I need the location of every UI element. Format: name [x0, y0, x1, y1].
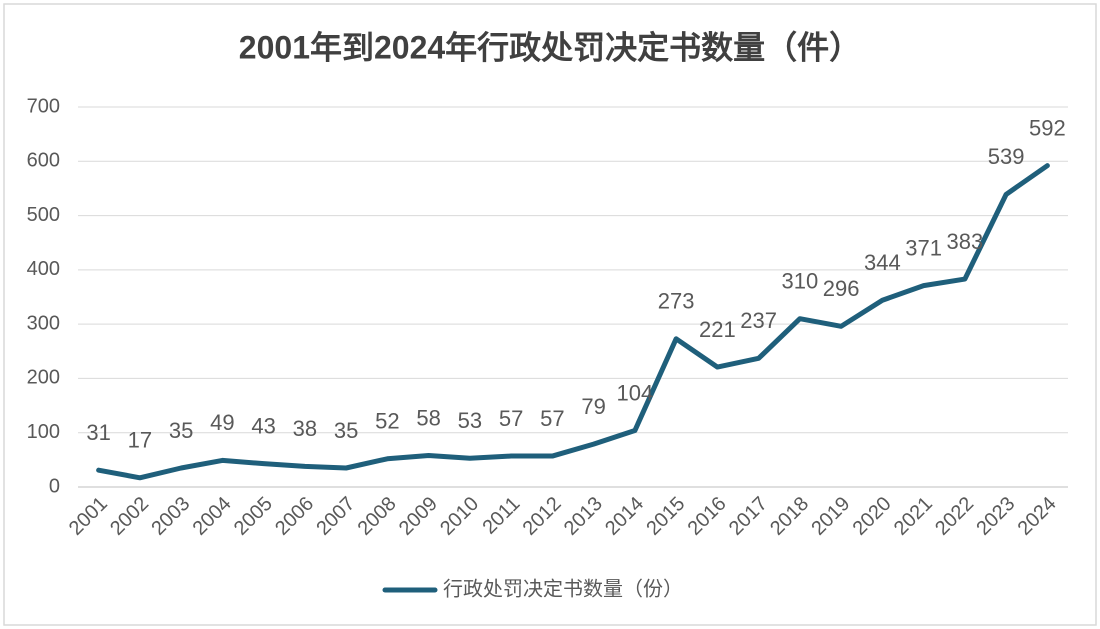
y-tick-label: 700: [27, 95, 60, 117]
y-tick-label: 600: [27, 150, 60, 172]
data-label: 17: [128, 428, 152, 453]
data-label: 104: [617, 380, 654, 405]
data-label: 273: [658, 289, 695, 314]
data-label: 57: [540, 406, 564, 431]
y-tick-label: 400: [27, 258, 60, 280]
data-label: 38: [293, 416, 317, 441]
data-label: 296: [823, 276, 860, 301]
data-label: 237: [740, 308, 777, 333]
data-label: 53: [458, 408, 482, 433]
data-label: 57: [499, 406, 523, 431]
data-line: [96, 163, 1050, 481]
data-label: 49: [210, 410, 234, 435]
data-label: 221: [699, 317, 736, 342]
data-label: 35: [334, 418, 358, 443]
data-label: 592: [1029, 115, 1066, 140]
data-label: 31: [86, 420, 110, 445]
data-label: 58: [416, 405, 440, 430]
data-label: 43: [251, 413, 275, 438]
data-label: 35: [169, 418, 193, 443]
data-label: 52: [375, 409, 399, 434]
y-tick-label: 0: [49, 475, 60, 497]
chart-title: 2001年到2024年行政处罚决定书数量（件）: [239, 29, 861, 65]
data-label: 371: [905, 235, 942, 260]
data-label: 310: [782, 269, 819, 294]
legend-label: 行政处罚决定书数量（份）: [443, 577, 683, 600]
y-tick-label: 200: [27, 367, 60, 389]
data-label: 344: [864, 250, 901, 275]
y-tick-label: 300: [27, 312, 60, 334]
data-label: 79: [581, 394, 605, 419]
y-tick-label: 500: [27, 204, 60, 226]
y-tick-label: 100: [27, 421, 60, 443]
data-label: 539: [988, 144, 1025, 169]
data-label: 383: [947, 229, 984, 254]
